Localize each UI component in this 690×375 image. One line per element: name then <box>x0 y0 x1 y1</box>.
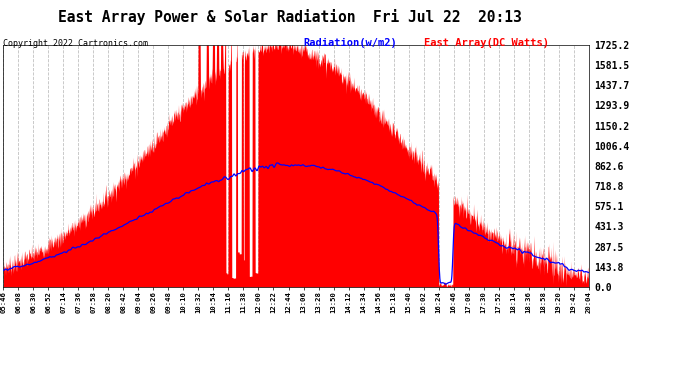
Text: East Array Power & Solar Radiation  Fri Jul 22  20:13: East Array Power & Solar Radiation Fri J… <box>58 9 522 26</box>
Text: Copyright 2022 Cartronics.com: Copyright 2022 Cartronics.com <box>3 39 148 48</box>
Text: East Array(DC Watts): East Array(DC Watts) <box>424 38 549 48</box>
Text: Radiation(w/m2): Radiation(w/m2) <box>304 38 397 48</box>
